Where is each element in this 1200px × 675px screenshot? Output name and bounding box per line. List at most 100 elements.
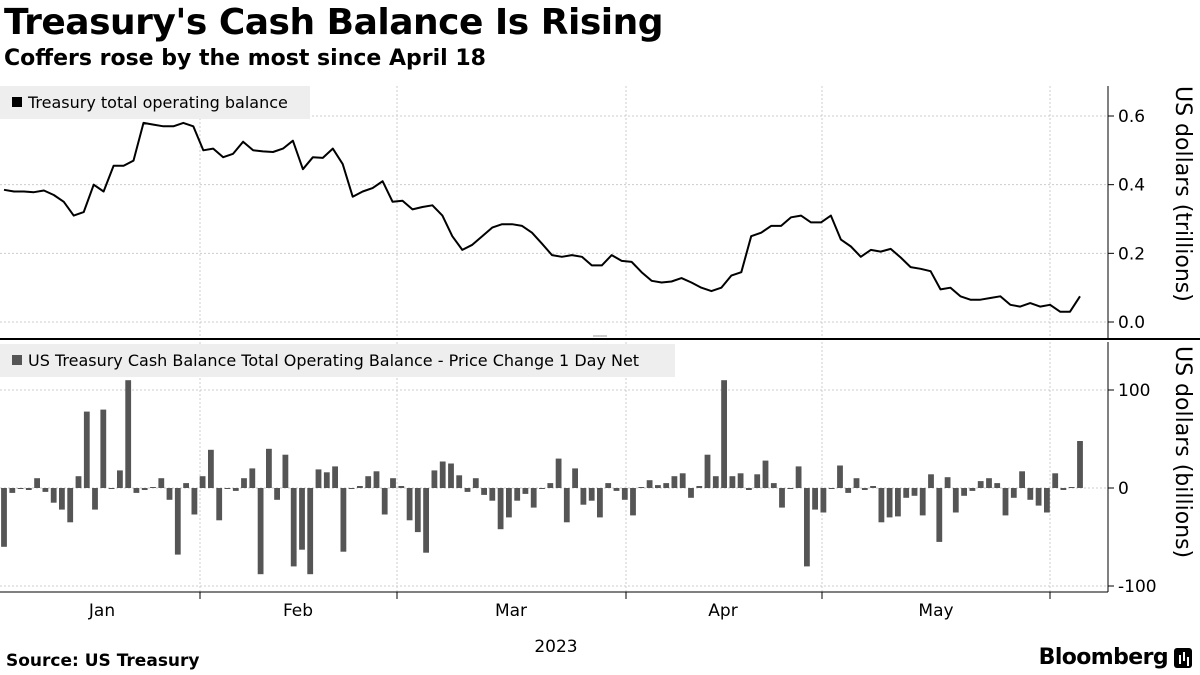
change-bar bbox=[572, 468, 578, 488]
change-bar bbox=[613, 488, 620, 491]
change-bar bbox=[588, 488, 595, 501]
change-bar bbox=[986, 478, 992, 488]
change-bar bbox=[456, 475, 463, 488]
change-bar bbox=[390, 478, 396, 488]
change-bar bbox=[423, 488, 429, 553]
change-bar bbox=[770, 483, 777, 488]
change-bar bbox=[704, 454, 711, 488]
change-bar bbox=[75, 476, 82, 488]
change-bar bbox=[729, 476, 736, 488]
change-bar bbox=[348, 488, 355, 489]
change-bar bbox=[431, 470, 438, 488]
change-bar bbox=[779, 488, 785, 508]
change-bar bbox=[481, 488, 487, 495]
top-legend-label: Treasury total operating balance bbox=[27, 93, 288, 112]
change-bar bbox=[141, 488, 148, 490]
change-bar bbox=[323, 472, 330, 488]
change-bar bbox=[365, 476, 372, 488]
bottom-y-ticks: -100 0 100 bbox=[1108, 381, 1157, 597]
change-bar bbox=[373, 471, 380, 488]
change-bar bbox=[257, 488, 264, 575]
top-gridlines bbox=[0, 115, 1108, 323]
change-bar bbox=[1060, 488, 1067, 490]
bottom-panel: US Treasury Cash Balance Total Operating… bbox=[0, 342, 1195, 597]
change-bar bbox=[191, 488, 198, 515]
change-bar bbox=[133, 488, 140, 493]
change-bar bbox=[936, 488, 943, 542]
bottom-y-axis-title: US dollars (billions) bbox=[1170, 346, 1195, 558]
change-bar bbox=[671, 476, 678, 488]
bottom-y-tick-label: 100 bbox=[1118, 381, 1150, 401]
change-bar bbox=[315, 469, 322, 488]
change-bar bbox=[166, 488, 173, 500]
change-bar bbox=[919, 488, 926, 516]
change-bar bbox=[679, 473, 686, 488]
change-bar bbox=[663, 483, 670, 488]
change-bar bbox=[381, 488, 388, 515]
change-bar bbox=[820, 488, 827, 513]
change-bar bbox=[580, 488, 587, 505]
change-bar bbox=[274, 488, 280, 500]
change-bar bbox=[42, 488, 49, 492]
change-bar bbox=[158, 478, 165, 488]
change-bar bbox=[1077, 441, 1083, 488]
x-month-label: Apr bbox=[708, 601, 737, 621]
change-bar bbox=[224, 488, 231, 489]
change-bar bbox=[828, 488, 835, 489]
change-bar bbox=[928, 474, 934, 488]
change-bar bbox=[117, 470, 123, 488]
change-bar bbox=[754, 474, 761, 488]
change-bar bbox=[597, 488, 603, 518]
bottom-legend-swatch bbox=[12, 355, 22, 365]
change-bar bbox=[638, 487, 645, 488]
change-bar bbox=[25, 488, 32, 490]
change-bar bbox=[266, 448, 272, 488]
change-bar bbox=[514, 488, 521, 501]
change-bar bbox=[340, 488, 347, 552]
change-bar bbox=[357, 486, 363, 488]
change-bar bbox=[737, 473, 744, 488]
change-bar bbox=[837, 465, 843, 488]
change-bar bbox=[232, 488, 239, 491]
balance-line bbox=[3, 121, 1081, 313]
change-bar bbox=[804, 488, 810, 567]
change-bar bbox=[448, 463, 454, 488]
change-bar bbox=[886, 488, 893, 518]
source-note: Source: US Treasury bbox=[6, 651, 200, 671]
change-bar bbox=[67, 488, 74, 523]
change-bar bbox=[59, 488, 65, 510]
x-axis-ticks: Jan Feb Mar Apr May bbox=[88, 592, 1051, 621]
change-bar bbox=[944, 477, 951, 488]
change-bar bbox=[563, 488, 570, 523]
change-bar bbox=[17, 488, 24, 489]
x-month-label: May bbox=[918, 601, 953, 621]
change-bar bbox=[108, 488, 115, 489]
change-bar bbox=[746, 488, 752, 490]
change-bar bbox=[208, 449, 214, 488]
change-bar bbox=[1019, 471, 1025, 488]
change-bar bbox=[961, 488, 967, 496]
change-bar bbox=[174, 488, 181, 555]
top-y-tick-label: 0.6 bbox=[1118, 107, 1145, 127]
change-bar bbox=[911, 488, 918, 496]
change-bar bbox=[92, 488, 98, 510]
change-bar bbox=[530, 488, 537, 508]
top-panel: Treasury total operating balance 0.00.20… bbox=[0, 86, 1195, 338]
change-bar bbox=[621, 488, 628, 500]
change-bar bbox=[506, 488, 512, 518]
change-bar bbox=[969, 488, 976, 491]
change-bar bbox=[1, 488, 7, 547]
change-bar bbox=[282, 454, 289, 488]
change-bar bbox=[547, 483, 554, 488]
bloomberg-logo: Bloomberg bbox=[1039, 645, 1192, 670]
change-bar bbox=[489, 488, 496, 501]
x-month-label: Jan bbox=[88, 601, 115, 621]
bloomberg-terminal-icon bbox=[1174, 647, 1192, 668]
change-bar bbox=[861, 488, 868, 490]
daily-change-bars bbox=[1, 380, 1083, 575]
change-bar bbox=[853, 478, 860, 488]
bottom-y-tick-label: -100 bbox=[1118, 577, 1157, 597]
change-bar bbox=[464, 488, 471, 492]
change-bar bbox=[199, 476, 206, 488]
change-bar bbox=[1068, 487, 1075, 488]
